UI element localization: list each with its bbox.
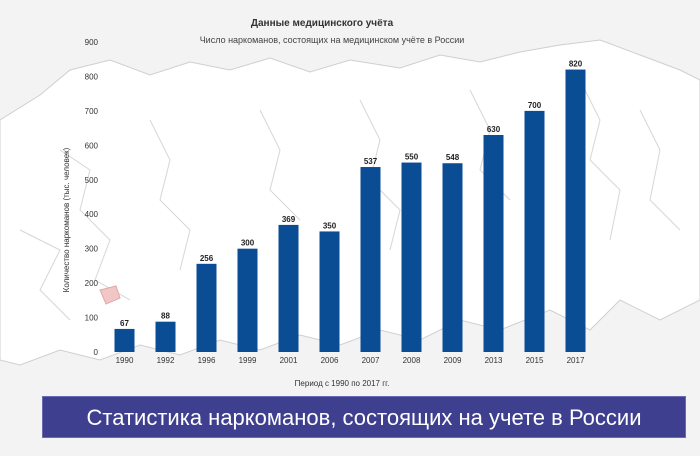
x-tick-label: 2001 [280,356,298,365]
bar-value-label: 67 [120,319,129,328]
bar-value-label: 548 [446,153,460,162]
bar-value-label: 88 [161,312,170,321]
y-tick-label: 400 [85,210,99,219]
bar-value-label: 700 [528,101,542,110]
y-tick-label: 100 [85,314,99,323]
bar [237,248,258,352]
bar-value-label: 537 [364,157,378,166]
bar [483,135,504,352]
bar-value-label: 550 [405,153,419,162]
x-axis-title: Период с 1990 по 2017 гг. [295,379,390,388]
bar [401,162,422,352]
y-tick-label: 500 [85,176,99,185]
x-tick-label: 2006 [321,356,339,365]
bar [360,167,381,352]
x-tick-label: 2009 [444,356,462,365]
x-tick-label: 2013 [485,356,503,365]
bar [155,321,176,352]
x-tick-label: 1990 [116,356,134,365]
bar [319,231,340,352]
x-axis-ticks: 1990 1992 1996 1999 2001 2006 2007 2008 2009 2013… [116,356,585,365]
y-axis-ticks: 0 100 200 300 400 500 600 700 800 900 [85,38,99,357]
y-axis-title: Количество наркоманов (тыс. человек) [62,147,71,292]
bar-value-label: 350 [323,221,337,230]
x-tick-label: 1999 [239,356,257,365]
bars [114,69,586,353]
chart-title: Данные медицинского учёта [251,18,394,29]
x-tick-label: 2007 [362,356,380,365]
y-tick-label: 300 [85,245,99,254]
y-tick-label: 900 [85,38,99,47]
y-tick-label: 0 [94,348,99,357]
y-tick-label: 700 [85,107,99,116]
bar-value-label: 630 [487,125,501,134]
bar [114,328,135,352]
x-tick-label: 2008 [403,356,421,365]
y-tick-label: 600 [85,141,99,150]
x-tick-label: 1996 [198,356,216,365]
bar [524,110,545,352]
caption-banner: Статистика наркоманов, состоящих на учет… [42,396,686,438]
chart-subtitle: Число наркоманов, состоящих на медицинск… [200,35,465,45]
x-tick-label: 2015 [526,356,544,365]
bar-value-label: 820 [569,60,583,69]
russia-map-background [0,39,700,366]
bar-value-label: 369 [282,215,296,224]
value-labels: 67 88 256 300 369 350 537 550 548 630 700 820 [120,60,583,328]
bar [278,224,299,352]
x-tick-label: 1992 [157,356,175,365]
bar-value-label: 256 [200,254,214,263]
bar [196,263,217,352]
bar [565,69,586,353]
bar-value-label: 300 [241,239,255,248]
y-tick-label: 200 [85,279,99,288]
y-tick-label: 800 [85,72,99,81]
bar [442,163,463,352]
x-tick-label: 2017 [567,356,585,365]
